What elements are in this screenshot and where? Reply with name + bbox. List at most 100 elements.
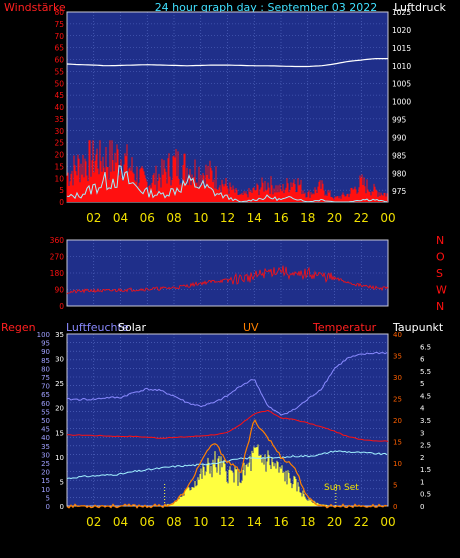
- temperature-axis-tick: 5: [393, 482, 397, 490]
- humidity-axis-tick: 15: [55, 429, 64, 437]
- x-tick-label: 14: [247, 515, 262, 529]
- compass-label: N: [436, 300, 444, 313]
- rain-axis-tick: 45: [41, 426, 50, 434]
- compass-label: O: [436, 251, 445, 264]
- direction-axis-tick: 360: [50, 236, 65, 245]
- x-tick-label: 04: [113, 515, 128, 529]
- pressure-axis-tick: 985: [392, 151, 407, 160]
- uv-axis-tick: 1: [420, 478, 424, 486]
- wind-axis-tick: 60: [54, 56, 64, 65]
- pressure-axis-tick: 1000: [392, 98, 411, 107]
- series-layer: [66, 58, 389, 509]
- rain-axis-tick: 100: [37, 331, 50, 339]
- humidity-axis-tick: 20: [55, 405, 64, 413]
- rain-axis-tick: 35: [41, 443, 50, 451]
- temperature-axis-tick: 30: [393, 374, 402, 382]
- legend-solar: Solar: [118, 321, 147, 334]
- rain-axis-tick: 20: [41, 469, 50, 477]
- x-tick-label: 00: [380, 211, 395, 225]
- x-tick-label: 08: [166, 211, 181, 225]
- uv-line: [66, 418, 388, 509]
- x-tick-label: 00: [380, 515, 395, 529]
- rain-axis-tick: 10: [41, 486, 50, 494]
- wind-gust-line: [66, 165, 388, 203]
- uv-axis-tick: 5.5: [420, 368, 431, 376]
- pressure-axis-tick: 995: [392, 116, 407, 125]
- uv-axis-tick: 2.5: [420, 442, 431, 450]
- x-tick-label: 22: [354, 211, 369, 225]
- rain-axis-tick: 25: [41, 460, 50, 468]
- pressure-axis-tick: 1005: [392, 80, 411, 89]
- x-tick-label: 14: [247, 211, 262, 225]
- x-tick-label: 22: [354, 515, 369, 529]
- legend-regen: Regen: [1, 321, 36, 334]
- wind-axis-tick: 5: [59, 186, 64, 195]
- uv-axis-tick: 4: [420, 405, 425, 413]
- direction-axis-tick: 270: [50, 253, 65, 262]
- temperature-axis-tick: 40: [393, 331, 402, 339]
- rain-axis-tick: 30: [41, 451, 50, 459]
- compass-label: S: [436, 267, 443, 280]
- panel-frame: [66, 239, 389, 307]
- sunset-annotation: Sun Set: [324, 483, 359, 493]
- rain-axis-tick: 5: [46, 494, 50, 502]
- x-tick-label: 10: [193, 515, 208, 529]
- direction-axis-tick: 0: [59, 302, 64, 311]
- wind-axis-tick: 45: [54, 91, 64, 100]
- pressure-axis-tick: 1025: [392, 8, 411, 17]
- rain-axis-tick: 50: [41, 417, 50, 425]
- temperature-axis-tick: 35: [393, 353, 402, 361]
- pressure-axis-tick: 1010: [392, 62, 411, 71]
- x-tick-label: 02: [86, 515, 101, 529]
- uv-axis-tick: 0.5: [420, 491, 431, 499]
- chart-title: 24 hour graph day : September 03 2022: [155, 1, 378, 14]
- legend-luftfeuchte: Luftfeuchte: [66, 321, 129, 334]
- humidity-axis-tick: 0: [60, 503, 64, 511]
- x-tick-label: 08: [166, 515, 181, 529]
- x-tick-label: 06: [140, 211, 155, 225]
- legend-taupunkt: Taupunkt: [392, 321, 444, 334]
- x-tick-label: 18: [300, 211, 315, 225]
- x-tick-label: 04: [113, 211, 128, 225]
- rain-axis-tick: 55: [41, 408, 50, 416]
- pressure-line: [66, 58, 388, 68]
- wind-axis-tick: 15: [54, 162, 64, 171]
- pressure-axis-tick: 1015: [392, 44, 411, 53]
- rain-axis-tick: 65: [41, 391, 50, 399]
- wind-axis-tick: 80: [54, 8, 64, 17]
- grid-layer: [66, 11, 389, 507]
- rain-axis-tick: 85: [41, 357, 50, 365]
- x-tick-label: 16: [273, 211, 288, 225]
- humidity-axis-tick: 30: [55, 356, 64, 364]
- rain-axis-tick: 75: [41, 374, 50, 382]
- temperature-axis-tick: 0: [393, 503, 397, 511]
- uv-axis-tick: 6: [420, 356, 425, 364]
- header-wind-label: Windstärke: [4, 1, 66, 14]
- humidity-axis-tick: 35: [55, 331, 64, 339]
- wind-axis-tick: 35: [54, 115, 64, 124]
- x-tick-label: 10: [193, 211, 208, 225]
- rain-axis-tick: 15: [41, 477, 50, 485]
- pressure-axis-tick: 990: [392, 133, 407, 142]
- temperature-axis-tick: 25: [393, 396, 402, 404]
- wind-axis-tick: 65: [54, 44, 64, 53]
- uv-axis-tick: 1.5: [420, 466, 431, 474]
- legend-temperatur: Temperatur: [312, 321, 377, 334]
- wind-axis-tick: 30: [54, 127, 64, 136]
- wind-axis-tick: 70: [54, 32, 64, 41]
- x-tick-label: 12: [220, 515, 235, 529]
- humidity-axis-tick: 10: [55, 454, 64, 462]
- direction-axis-tick: 90: [54, 286, 64, 295]
- temperature-line: [67, 409, 389, 442]
- pressure-axis-tick: 1020: [392, 26, 411, 35]
- uv-axis-tick: 3.5: [420, 417, 431, 425]
- uv-axis-tick: 5: [420, 380, 424, 388]
- temperature-axis-tick: 10: [393, 460, 402, 468]
- uv-axis-tick: 6.5: [420, 343, 431, 351]
- uv-axis-tick: 2: [420, 454, 424, 462]
- x-tick-label: 20: [327, 211, 342, 225]
- wind-axis-tick: 55: [54, 67, 64, 76]
- x-tick-label: 18: [300, 515, 315, 529]
- humidity-line: [66, 351, 388, 416]
- wind-axis-tick: 75: [54, 20, 64, 29]
